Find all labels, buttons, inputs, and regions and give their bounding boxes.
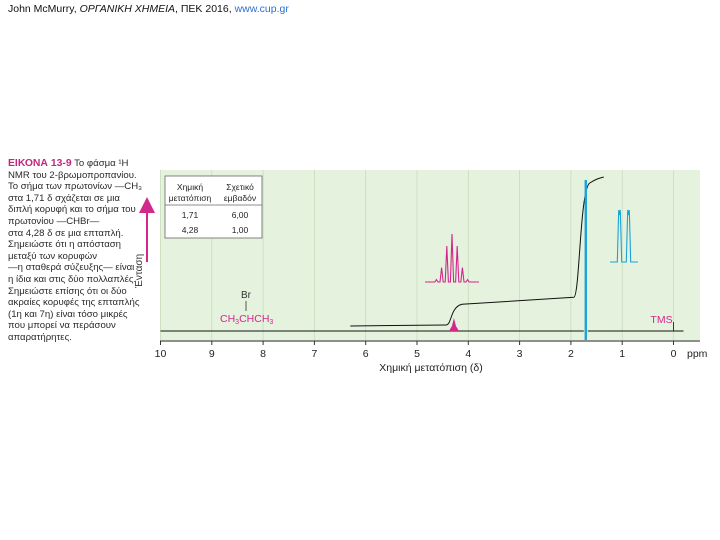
table-cell: 6,00 (232, 210, 249, 220)
caption-line-4: διπλή κορυφή και το σήμα του (8, 204, 136, 216)
x-tick-label: 0 (671, 348, 677, 360)
x-tick-marks (160, 341, 674, 345)
septet-expansion (425, 233, 479, 283)
x-tick-label: 4 (465, 348, 471, 360)
figure-label: ΕΙΚΟΝΑ 13-9 (8, 158, 72, 169)
table-header-0b: μετατόπιση (169, 193, 212, 203)
header-book-title: ΟΡΓΑΝΙΚΗ ΧΗΜΕΙΑ (79, 3, 176, 15)
x-tick-label: 1 (619, 348, 625, 360)
caption-line-15: απαρατήρητες. (8, 331, 72, 343)
x-tick-label: 10 (155, 348, 167, 360)
x-tick-label: 6 (363, 348, 369, 360)
table-cell: 1,00 (232, 225, 249, 235)
caption-line-0: ΕΙΚΟΝΑ 13-9 Το φάσμα ¹H (8, 158, 129, 169)
caption-line-14: που μπορεί να περάσουν (8, 320, 116, 332)
table-header-0: Χημική (177, 182, 203, 192)
x-tick-labels: 10 9 8 7 6 5 4 3 2 1 0 (155, 348, 677, 360)
caption-line-7: Σημειώστε ότι η απόσταση (8, 239, 122, 251)
table-cell: 4,28 (182, 225, 199, 235)
x-tick-label: 8 (260, 348, 266, 360)
table-cell: 1,71 (182, 210, 199, 220)
x-tick-label: 3 (517, 348, 523, 360)
x-tick-label: 7 (311, 348, 317, 360)
caption-line-10: η ίδια και στις δύο πολλαπλές. (8, 273, 137, 285)
table-header-1: Σχετικό (226, 182, 254, 192)
header-link[interactable]: www.cup.gr (234, 3, 289, 15)
figure-caption: ΕΙΚΟΝΑ 13-9 Το φάσμα ¹H NMR του 2-βρωμοπ… (8, 158, 153, 344)
page-header: John McMurry, ΟΡΓΑΝΙΚΗ ΧΗΜΕΙΑ, ΠΕΚ 2016,… (8, 3, 289, 15)
caption-line-5: πρωτονίου —CHBr— (8, 215, 100, 227)
caption-line-11: Σημειώστε επίσης ότι οι δύο (8, 285, 127, 297)
x-axis-title: Χημική μετατόπιση (δ) (379, 362, 483, 374)
structure-chain: CH3CHCH3 (220, 313, 273, 326)
caption-line-12: ακραίες κορυφές της επταπλής (8, 297, 140, 309)
x-unit-label: ppm (687, 348, 708, 360)
header-publisher: , ΠΕΚ 2016, (175, 3, 235, 15)
shift-table: Χημική μετατόπιση Σχετικό εμβαδόν 1,71 6… (164, 175, 263, 239)
septet-peak-fill (448, 318, 459, 331)
caption-line-9: —η σταθερά σύζευξης— είναι (8, 262, 135, 274)
x-tick-label: 2 (568, 348, 574, 360)
integral-curve (350, 176, 604, 327)
caption-line-6: στα 4,28 δ σε μια επταπλή. (8, 227, 124, 239)
structure-br: Br (241, 290, 252, 301)
caption-line-8: μεταξύ των κορυφών (8, 250, 98, 262)
caption-line-13: (1η και 7η) είναι τόσο μικρές (8, 308, 128, 320)
x-tick-label: 9 (209, 348, 215, 360)
caption-line-2: Το σήμα των πρωτονίων —CH₃ (8, 181, 143, 193)
header-author: John McMurry, (8, 3, 80, 15)
doublet-expansion (610, 209, 638, 263)
tms-label: TMS (650, 314, 672, 326)
caption-line-3: στα 1,71 δ σχάζεται σε μια (8, 192, 120, 204)
table-header-1b: εμβαδόν (224, 193, 256, 203)
x-tick-label: 5 (414, 348, 420, 360)
caption-line-1: NMR του 2-βρωμοπροπανίου. (8, 169, 137, 181)
